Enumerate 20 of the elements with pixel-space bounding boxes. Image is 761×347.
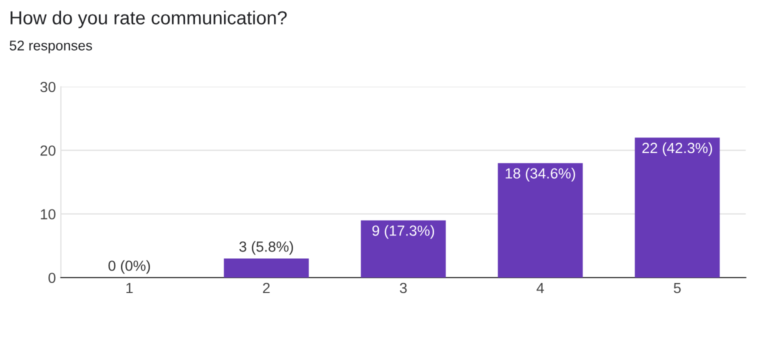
y-tick-label: 0 xyxy=(48,272,56,284)
x-tick-label: 2 xyxy=(263,282,270,294)
y-tick-label: 20 xyxy=(40,145,56,156)
bar xyxy=(498,163,583,278)
bar xyxy=(360,220,446,278)
x-tick-label: 3 xyxy=(400,282,407,294)
x-tick-label: 4 xyxy=(536,282,544,294)
y-tick-label: 30 xyxy=(40,82,56,92)
y-tick-label: 10 xyxy=(40,209,56,220)
bar xyxy=(224,258,309,278)
chart-subtitle: 52 responses xyxy=(10,40,92,54)
chart-title: How do you rate communication? xyxy=(10,10,287,28)
data-label: 18 (34.6%) xyxy=(506,168,576,182)
data-label: 0 (0%) xyxy=(108,260,150,274)
data-label: 3 (5.8%) xyxy=(239,241,294,255)
x-tick-label: 5 xyxy=(674,282,681,294)
data-label: 9 (17.3%) xyxy=(372,225,434,239)
bar xyxy=(634,138,720,278)
data-label: 22 (42.3%) xyxy=(642,142,712,156)
x-tick-label: 1 xyxy=(126,282,133,294)
